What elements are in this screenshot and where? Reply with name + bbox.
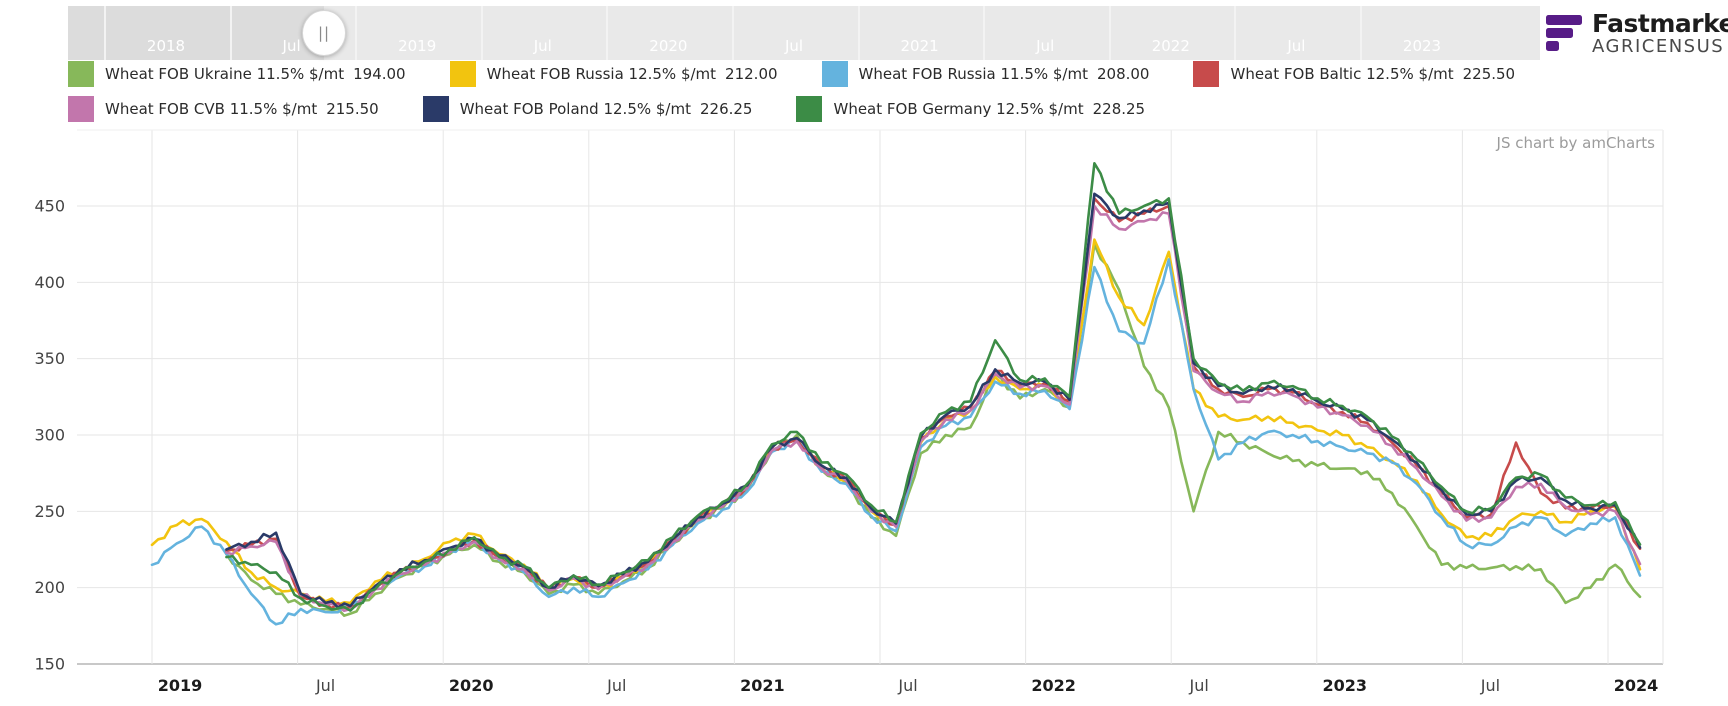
fastmarkets-logo-icon <box>1546 14 1584 52</box>
x-axis-label: Jul <box>897 676 917 695</box>
navigator-label: Jul <box>1287 37 1306 55</box>
y-axis-label: 350 <box>34 349 65 368</box>
series-line <box>150 258 1642 626</box>
x-axis-label: Jul <box>606 676 626 695</box>
x-axis-label: Jul <box>315 676 335 695</box>
x-axis-label: 2021 <box>740 676 785 695</box>
legend-swatch-icon <box>821 61 848 87</box>
x-axis-label: Jul <box>1480 676 1500 695</box>
navigator-label: 2021 <box>900 37 939 55</box>
legend-swatch-icon <box>68 96 94 122</box>
navigator-label: 2018 <box>146 37 186 55</box>
navigator-grabber-handle[interactable]: || <box>302 10 346 56</box>
legend-item[interactable]: Wheat FOB Russia 12.5% $/mt 212.00 <box>449 61 778 87</box>
navigator-label: 2023 <box>1402 37 1442 55</box>
legend-series-label: Wheat FOB CVB 11.5% $/mt <box>105 100 318 118</box>
navigator-label: Jul <box>1036 37 1055 55</box>
y-axis-label: 400 <box>34 273 65 292</box>
navigator-period-separator <box>1234 6 1237 60</box>
navigator-unselected-region <box>68 6 324 60</box>
legend-series-label: Wheat FOB Russia 12.5% $/mt <box>486 65 717 83</box>
y-axis-label: 300 <box>34 426 65 445</box>
y-axis-label: 250 <box>34 502 65 521</box>
legend-series-label: Wheat FOB Baltic 12.5% $/mt <box>1230 65 1454 83</box>
navigator-period-separator <box>480 6 483 60</box>
navigator-period-separator <box>606 6 609 60</box>
legend-series-value: 212.00 <box>725 65 778 83</box>
legend-swatch-icon <box>449 61 476 87</box>
legend-swatch-icon <box>422 96 449 122</box>
navigator-period-separator <box>1360 6 1362 60</box>
price-line-chart: 450 400 350 300 250 200 150 2019 Jul 2020 Jul 2021 J… <box>34 129 1664 695</box>
series-line <box>225 161 1642 612</box>
x-axis-label: 2019 <box>158 676 203 695</box>
legend-swatch-icon <box>796 96 823 122</box>
navigator-period-separator <box>857 6 860 60</box>
legend-series-label: Wheat FOB Germany 12.5% $/mt <box>833 100 1084 118</box>
legend-item[interactable]: Wheat FOB Russia 11.5% $/mt 208.00 <box>821 61 1150 87</box>
navigator-period-separator <box>229 6 232 60</box>
brand-subtitle: AGRICENSUS <box>1592 35 1725 57</box>
chart-legend: Wheat FOB Ukraine 11.5% $/mt 194.00 Wheat … <box>68 61 1548 131</box>
legend-swatch-icon <box>68 61 94 87</box>
navigator-label: 2022 <box>1151 37 1190 55</box>
legend-item[interactable]: Wheat FOB Poland 12.5% $/mt 226.25 <box>422 96 753 122</box>
legend-item[interactable]: Wheat FOB Ukraine 11.5% $/mt 194.00 <box>68 61 406 87</box>
y-axis-label: 200 <box>34 578 65 597</box>
amcharts-watermark: JS chart by amCharts <box>1496 134 1655 152</box>
legend-series-value: 215.50 <box>326 100 379 118</box>
chart-plot-area[interactable]: 450 400 350 300 250 200 150 2019 Jul 2020 Jul 2021 J… <box>0 124 1728 706</box>
navigator-label: Jul <box>533 37 552 55</box>
x-axis-label: Jul <box>1189 676 1209 695</box>
grabber-icon: || <box>317 24 331 42</box>
period-navigator[interactable]: 2018 Jul 2019 Jul 2020 Jul 2021 Jul 2022 Jul 2023 … <box>68 6 1575 60</box>
y-axis-label: 450 <box>34 197 65 216</box>
legend-item[interactable]: Wheat FOB Baltic 12.5% $/mt 225.50 <box>1193 61 1515 87</box>
legend-series-value: 228.25 <box>1092 100 1146 118</box>
navigator-period-separator <box>983 6 986 60</box>
x-axis-label: 2020 <box>449 676 494 695</box>
navigator-period-separator <box>104 6 106 60</box>
x-axis-label: 2022 <box>1031 676 1076 695</box>
legend-series-label: Wheat FOB Poland 12.5% $/mt <box>459 100 691 118</box>
brand-name: Fastmarkets <box>1592 8 1728 38</box>
legend-swatch-icon <box>1193 61 1220 87</box>
fastmarkets-logo: Fastmarkets AGRICENSUS <box>1540 2 1728 64</box>
legend-series-value: 194.00 <box>353 65 406 83</box>
series-line <box>150 238 1642 607</box>
navigator-label: Jul <box>282 37 301 55</box>
legend-series-label: Wheat FOB Russia 11.5% $/mt <box>858 65 1088 83</box>
navigator-period-separator <box>732 6 734 60</box>
legend-series-value: 208.00 <box>1096 65 1150 83</box>
navigator-label: 2019 <box>398 37 437 55</box>
legend-series-label: Wheat FOB Ukraine 11.5% $/mt <box>105 65 345 83</box>
navigator-label: 2020 <box>649 37 688 55</box>
legend-item[interactable]: Wheat FOB CVB 11.5% $/mt 215.50 <box>68 96 379 122</box>
navigator-period-separator <box>355 6 358 60</box>
legend-series-value: 225.50 <box>1462 65 1516 83</box>
x-axis-label: 2023 <box>1323 676 1368 695</box>
navigator-period-separator <box>1108 6 1111 60</box>
navigator-label: Jul <box>784 37 804 55</box>
legend-item[interactable]: Wheat FOB Germany 12.5% $/mt 228.25 <box>796 96 1145 122</box>
legend-series-value: 226.25 <box>699 100 753 118</box>
x-axis-label: 2024 <box>1614 676 1659 695</box>
y-axis-label: 150 <box>34 655 65 674</box>
